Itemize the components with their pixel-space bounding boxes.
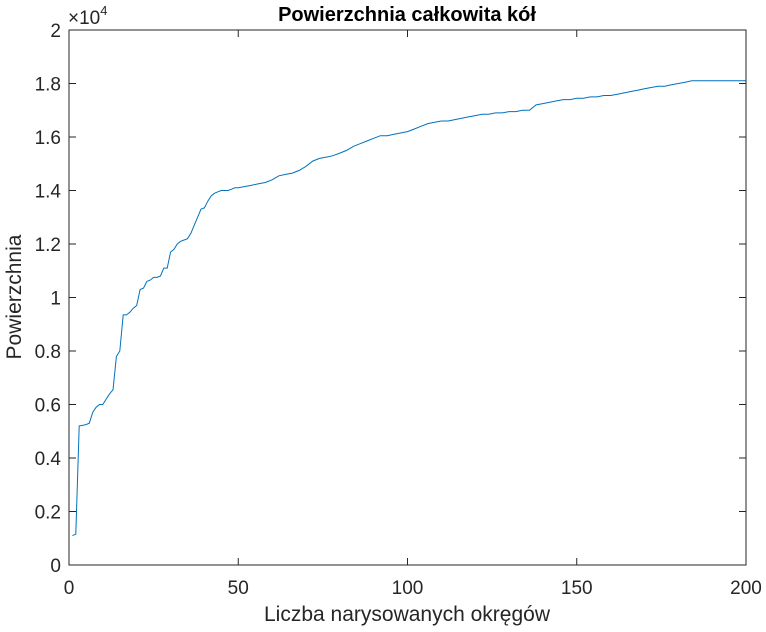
x-tick-label: 0 [64, 578, 75, 599]
y-tick-label: 1.4 [35, 182, 62, 203]
x-tick-label: 150 [561, 578, 593, 599]
series-line [72, 80, 746, 537]
y-tick-label: 2 [50, 21, 61, 42]
plot-lines [72, 80, 746, 537]
plot-background [69, 30, 746, 565]
y-tick-label: 0.2 [35, 503, 61, 524]
y-tick-label: 0.6 [35, 396, 61, 417]
y-tick-label: 1.6 [35, 128, 61, 149]
y-ticks: 0 0.2 0.4 0.6 0.8 1 1.2 1.4 1.6 1.8 2 [35, 21, 746, 577]
x-axis-label: Liczba narysowanych okręgów [264, 603, 551, 626]
y-tick-label: 0 [50, 556, 61, 577]
chart-title: Powierzchnia całkowita kół [278, 4, 536, 26]
y-tick-label: 0.4 [35, 449, 62, 470]
x-tick-label: 200 [730, 578, 762, 599]
y-axis-exponent-power: 4 [100, 3, 107, 18]
y-axis-exponent-base: ×10 [68, 8, 100, 29]
y-tick-label: 1.8 [35, 75, 61, 96]
y-tick-label: 1.2 [35, 235, 61, 256]
x-tick-label: 100 [392, 578, 424, 599]
x-tick-label: 50 [228, 578, 249, 599]
y-tick-label: 1 [50, 289, 61, 310]
y-axis-label: Powierzchnia [3, 234, 26, 359]
x-ticks: 0 50 100 150 200 [64, 30, 762, 599]
y-axis-exponent: ×104 [68, 3, 107, 29]
y-tick-label: 0.8 [35, 342, 61, 363]
